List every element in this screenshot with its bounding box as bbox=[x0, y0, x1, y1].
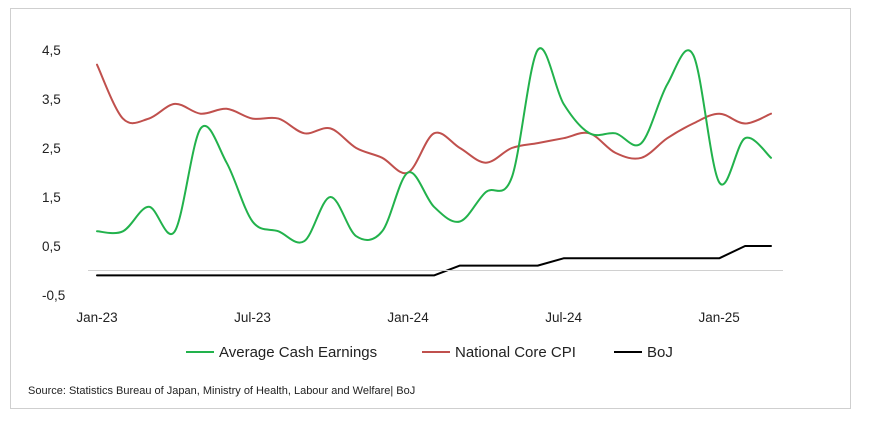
chart-frame bbox=[10, 8, 851, 409]
x-tick-label: Jul-23 bbox=[234, 310, 271, 325]
x-tick-label: Jan-25 bbox=[699, 310, 740, 325]
legend-item: Average Cash Earnings bbox=[186, 344, 377, 361]
legend-item: BoJ bbox=[614, 344, 673, 361]
legend-label: National Core CPI bbox=[455, 344, 576, 361]
x-axis: Jan-23 Jul-23 Jan-24 Jul-24 Jan-25 bbox=[76, 310, 739, 325]
y-tick-label: -0,5 bbox=[42, 288, 65, 303]
y-axis: 4,5 3,5 2,5 1,5 0,5 -0,5 bbox=[42, 43, 65, 303]
y-tick-label: 4,5 bbox=[42, 43, 61, 58]
series-line-national-core-cpi bbox=[96, 63, 772, 175]
legend-label: Average Cash Earnings bbox=[219, 344, 377, 361]
y-tick-label: 3,5 bbox=[42, 92, 61, 107]
y-tick-label: 1,5 bbox=[42, 190, 61, 205]
legend-item: National Core CPI bbox=[422, 344, 576, 361]
legend: Average Cash Earnings National Core CPI Bo… bbox=[186, 344, 673, 361]
x-tick-label: Jan-24 bbox=[387, 310, 429, 325]
legend-label: BoJ bbox=[647, 344, 673, 361]
series-line-boj bbox=[96, 245, 772, 277]
series-line-average-cash-earnings bbox=[96, 47, 772, 244]
source-note: Source: Statistics Bureau of Japan, Mini… bbox=[28, 385, 416, 397]
x-tick-label: Jan-23 bbox=[76, 310, 117, 325]
series-layer bbox=[96, 47, 772, 277]
y-tick-label: 2,5 bbox=[42, 141, 61, 156]
x-tick-label: Jul-24 bbox=[545, 310, 582, 325]
y-tick-label: 0,5 bbox=[42, 239, 61, 254]
